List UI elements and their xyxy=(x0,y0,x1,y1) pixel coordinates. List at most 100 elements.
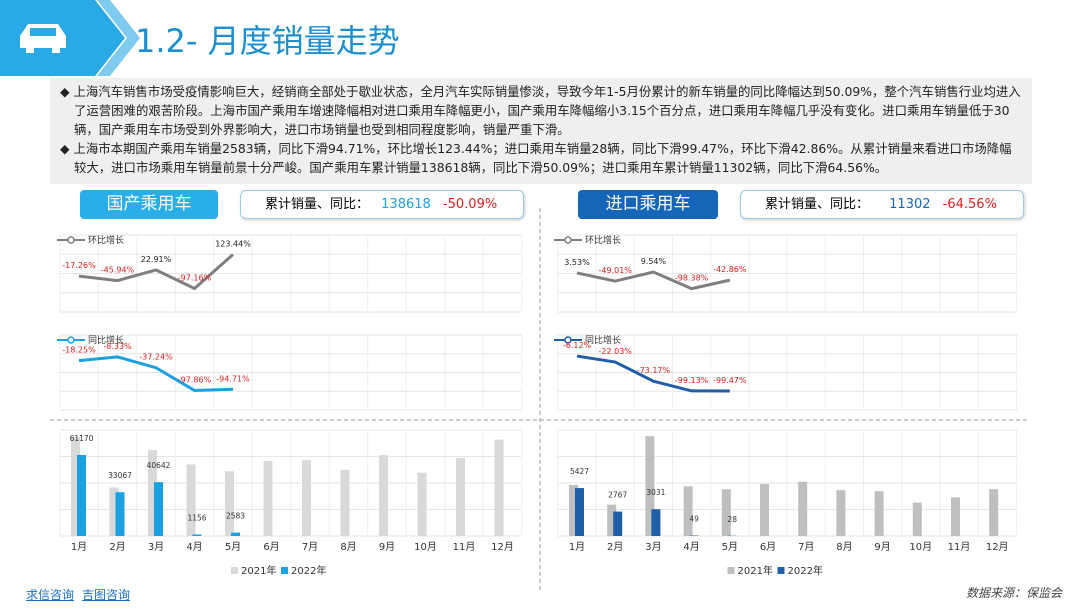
data-label: 28 xyxy=(728,515,738,524)
data-label: -99.47% xyxy=(713,376,747,385)
legend-swatch xyxy=(727,567,735,574)
bullet: ◆ 上海市本期国产乘用车销量2583辆，同比下滑94.71%，环比增长123.4… xyxy=(60,141,1012,175)
x-tick-label: 10月 xyxy=(909,541,932,553)
bar xyxy=(989,489,999,536)
legend-marker xyxy=(67,236,75,244)
data-label: 1156 xyxy=(187,513,206,522)
summary-text: ◆ 上海汽车销售市场受疫情影响巨大，经销商全部处于歇业状态，全月汽车实际销量惨淡… xyxy=(50,78,1032,184)
bar xyxy=(379,455,388,536)
data-label: 123.44% xyxy=(215,239,251,248)
legend-label: 同比增长 xyxy=(88,334,124,346)
line xyxy=(78,253,234,291)
data-label: -22.03% xyxy=(599,347,633,356)
legend-label: 环比增长 xyxy=(585,234,621,246)
x-tick-label: 8月 xyxy=(836,541,852,553)
footer-links: 求信咨询 吉图咨询 xyxy=(26,584,138,603)
x-tick-label: 10月 xyxy=(414,541,437,553)
header-chevron xyxy=(97,0,140,76)
data-label: 2583 xyxy=(226,512,245,521)
data-label: 49 xyxy=(689,515,699,524)
bar xyxy=(302,460,311,536)
panel-label: 进口乘用车 xyxy=(578,190,718,219)
bar xyxy=(912,502,922,536)
bar xyxy=(607,504,617,536)
bar xyxy=(721,489,731,536)
bar xyxy=(225,471,234,536)
bar xyxy=(154,482,163,536)
legend-swatch xyxy=(231,567,238,574)
bar xyxy=(683,486,693,536)
data-label: -18.25% xyxy=(62,346,96,355)
bar xyxy=(263,461,273,536)
line xyxy=(576,354,730,393)
link[interactable]: 求信咨询 xyxy=(26,588,75,602)
source: 数据来源：保监会 xyxy=(965,586,1062,600)
bar xyxy=(148,450,157,536)
legend-marker xyxy=(564,336,572,344)
summary-yoy: -64.56% xyxy=(942,197,997,212)
line xyxy=(78,355,234,392)
bullet-text: 上海汽车销售市场受疫情影响巨大，经销商全部处于歇业状态，全月汽车实际销量惨淡，导… xyxy=(73,84,1021,137)
x-tick-label: 6月 xyxy=(760,541,776,553)
bar xyxy=(613,511,623,536)
bar xyxy=(836,490,846,536)
link[interactable]: 吉图咨询 xyxy=(82,588,131,602)
x-tick-label: 1月 xyxy=(569,541,585,553)
data-label: 40642 xyxy=(147,461,171,470)
data-label: 5427 xyxy=(570,467,589,476)
data-label: -49.01% xyxy=(599,266,633,275)
bullet-text: 上海市本期国产乘用车销量2583辆，同比下滑94.71%，环比增长123.44%… xyxy=(73,141,1012,175)
x-tick-label: 12月 xyxy=(491,541,514,553)
bar xyxy=(645,436,655,536)
bar xyxy=(874,491,884,536)
legend-label: 同比增长 xyxy=(585,334,621,346)
x-tick-label: 4月 xyxy=(683,541,699,553)
data-label: 61170 xyxy=(70,434,94,443)
x-tick-label: 12月 xyxy=(986,541,1009,553)
bar xyxy=(456,458,465,536)
bar xyxy=(71,436,80,536)
bar xyxy=(494,439,504,536)
x-tick-label: 11月 xyxy=(453,541,476,553)
bullet: ◆ 上海汽车销售市场受疫情影响巨大，经销商全部处于歇业状态，全月汽车实际销量惨淡… xyxy=(60,84,1021,137)
data-label: -94.71% xyxy=(216,374,250,383)
bar xyxy=(760,483,769,536)
bar xyxy=(951,497,960,536)
data-label: -99.13% xyxy=(675,376,709,385)
legend-marker xyxy=(564,236,572,244)
legend-swatch xyxy=(777,567,785,574)
summary-label: 累计销量、同比： xyxy=(765,197,870,212)
data-label: 33067 xyxy=(108,471,132,480)
bar xyxy=(186,464,196,536)
x-tick-label: 3月 xyxy=(645,541,661,553)
x-tick-label: 9月 xyxy=(379,541,395,553)
data-label: 3031 xyxy=(646,488,665,497)
bar xyxy=(77,454,86,536)
legend-label: 2022年 xyxy=(788,564,823,577)
x-tick-label: 5月 xyxy=(722,541,738,553)
x-tick-label: 1月 xyxy=(71,541,87,553)
x-tick-label: 7月 xyxy=(302,541,318,553)
data-label: 3.53% xyxy=(564,258,590,267)
x-tick-label: 8月 xyxy=(340,541,356,553)
page-title: 1.2- 月度销量走势 xyxy=(135,22,400,60)
bar xyxy=(115,492,125,536)
x-tick-label: 4月 xyxy=(186,541,202,553)
summary-box: 累计销量、同比： 11302 -64.56% xyxy=(740,190,1024,219)
x-tick-label: 6月 xyxy=(263,541,279,553)
bar xyxy=(109,487,119,536)
x-tick-label: 7月 xyxy=(798,541,814,553)
x-tick-label: 9月 xyxy=(874,541,890,553)
data-label: 2767 xyxy=(608,491,627,500)
summary-box: 累计销量、同比： 138618 -50.09% xyxy=(240,190,524,219)
legend-label: 2021年 xyxy=(738,564,773,577)
data-label: 9.54% xyxy=(641,257,667,266)
x-tick-label: 11月 xyxy=(948,541,971,553)
bar xyxy=(192,534,202,536)
data-label: -17.26% xyxy=(62,261,96,270)
x-tick-label: 2月 xyxy=(109,541,125,553)
x-tick-label: 2月 xyxy=(607,541,623,553)
bar xyxy=(340,469,350,536)
